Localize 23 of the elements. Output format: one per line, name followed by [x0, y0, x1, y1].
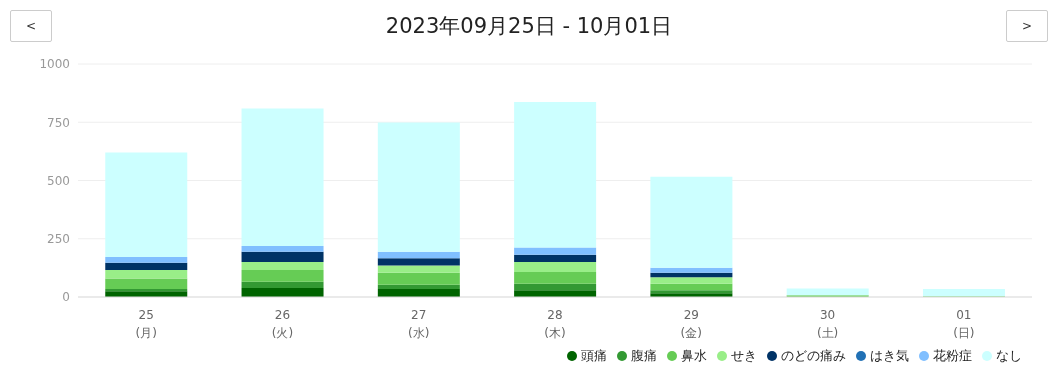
x-tick-label: 29 (金) — [680, 308, 702, 340]
legend-label: せき — [731, 348, 757, 363]
legend-label: 花粉症 — [933, 348, 972, 363]
y-tick-label: 250 — [47, 232, 70, 247]
legend-label: はき気 — [870, 348, 909, 363]
x-tick-label: 30 (土) — [816, 308, 839, 340]
legend-label: なし — [996, 348, 1022, 363]
x-tick-label: 26 (火) — [271, 308, 294, 340]
x-tick-label: 27 (水) — [408, 308, 430, 340]
chart-title: 2023年09月25日 - 10月01日 — [385, 14, 673, 38]
legend-label: 鼻水 — [681, 348, 707, 363]
x-tick-label: 25 (月) — [135, 308, 157, 340]
y-tick-label: 750 — [47, 115, 70, 130]
x-tick-label: 28 (木) — [544, 308, 566, 340]
next-button: > — [1006, 10, 1048, 42]
legend-label: のどの痛み — [781, 348, 846, 363]
y-tick-label: 0 — [62, 290, 70, 305]
previous-button: < — [10, 10, 52, 42]
y-tick-label: 1000 — [39, 57, 70, 72]
legend-label: 腹痛 — [631, 348, 657, 363]
legend-label: 頭痛 — [581, 348, 607, 363]
y-tick-label: 500 — [47, 173, 70, 188]
x-tick-label: 01 (日) — [953, 308, 975, 340]
